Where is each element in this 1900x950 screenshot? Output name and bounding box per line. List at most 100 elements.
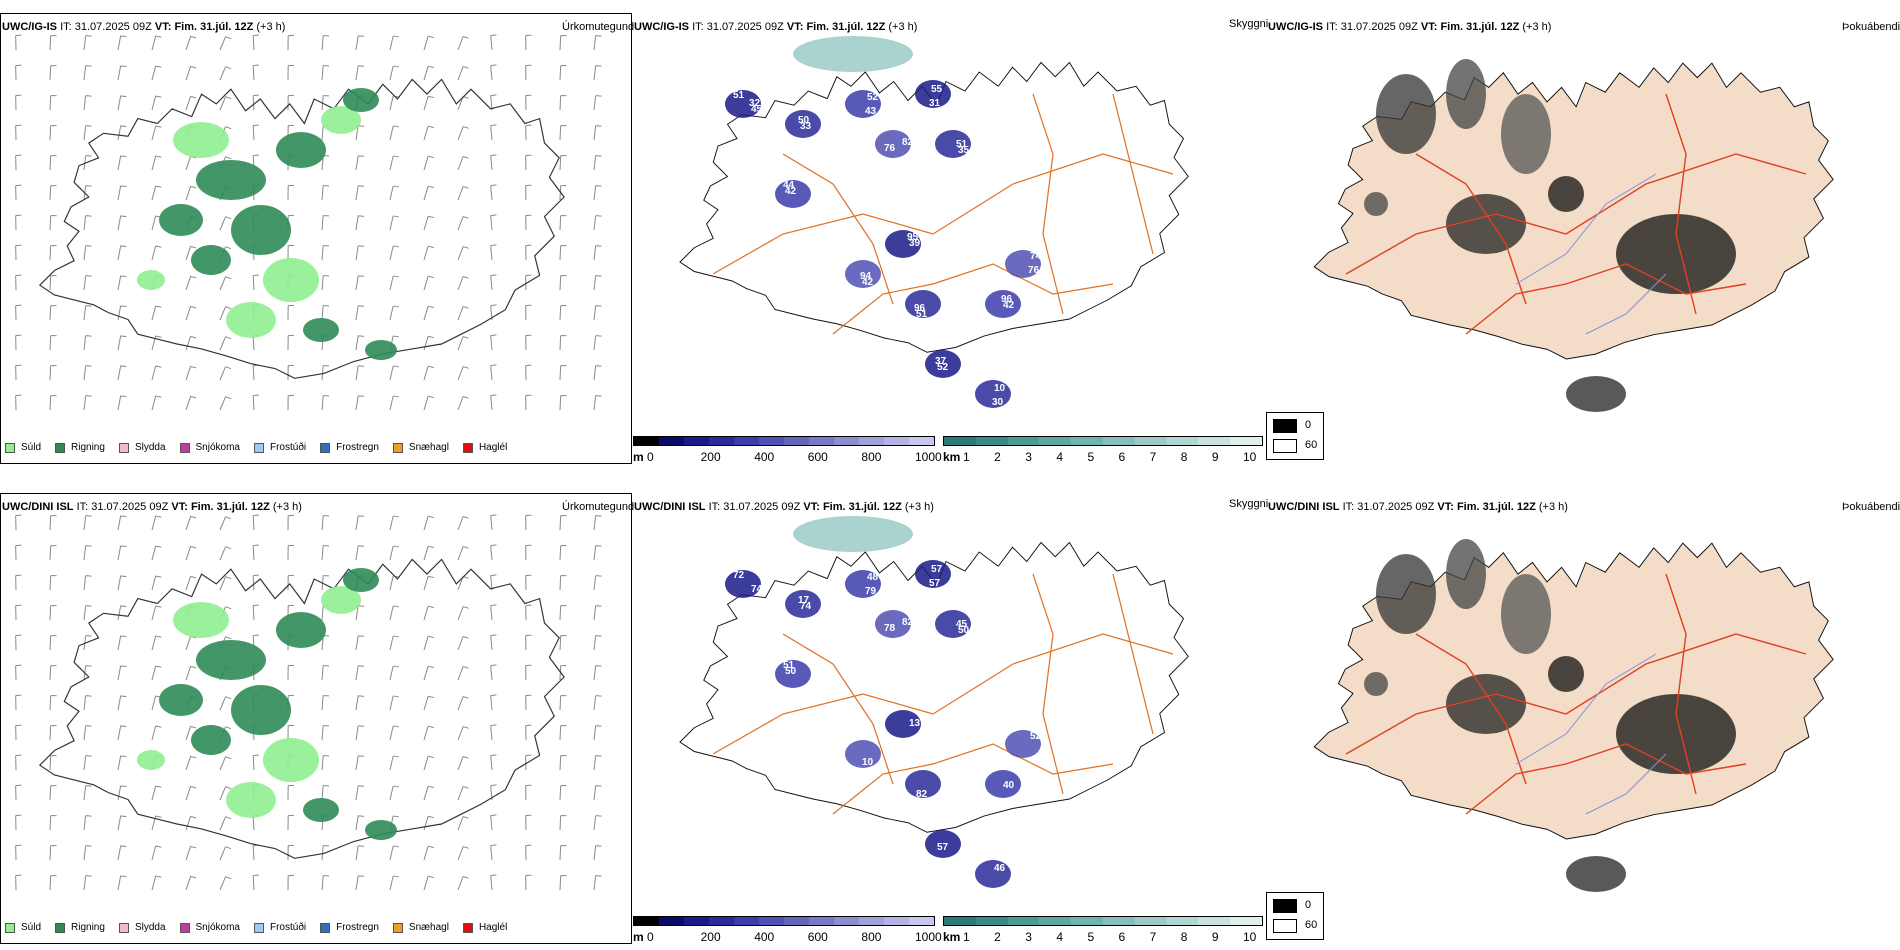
legend-label: Súld <box>21 922 42 933</box>
colorbar-tick: 7 <box>1149 930 1157 944</box>
legend-swatch <box>253 442 264 453</box>
ceiling-label: 76 <box>884 143 896 154</box>
cloud-title-row1: Skyggni <box>1229 18 1269 30</box>
ceiling-label: 96 <box>914 303 926 314</box>
ceiling-label: 50 <box>958 625 970 636</box>
precip-map-row1 <box>15 34 602 411</box>
fog-label-bottom: 60 <box>1305 919 1318 931</box>
colorbar-strip <box>633 916 935 926</box>
ceiling-label: 44 <box>783 180 795 191</box>
precip-title-row2: Úrkomutegund <box>562 501 635 513</box>
colorbar-tick: 1 <box>963 930 970 944</box>
legend-item: Frostregn <box>320 922 379 933</box>
legend-item: Haglél <box>462 922 508 933</box>
ceiling-label: 82 <box>902 617 914 628</box>
ceiling-colorbar-row2: m 0 200 400 600 800 1000 <box>633 916 942 948</box>
precip-title-row1: Úrkomutegund <box>562 21 635 33</box>
colorbar-unit: km <box>943 930 961 944</box>
precip-panel-row2: Súld Rigning Slydda Snjókoma Frostúði Frostre… <box>0 493 632 944</box>
legend-item: Slydda <box>118 922 166 933</box>
ceiling-label: 45 <box>956 619 968 630</box>
legend-swatch <box>320 442 331 453</box>
legend-item: Haglél <box>462 442 507 453</box>
colorbar-unit: km <box>943 450 961 464</box>
colorbar-unit: m <box>633 450 644 464</box>
legend-swatch <box>253 922 264 933</box>
legend-swatch <box>118 442 129 453</box>
colorbar-tick: 1 <box>963 450 970 464</box>
colorbar-tick: 2 <box>994 930 1001 944</box>
map-layer: 7274487857505010138240525746741779825745… <box>679 516 1189 888</box>
precip-legend-row2: Súld Rigning Slydda Snjókoma Frostúði Frostre… <box>5 922 521 933</box>
visibility-colorbar-row2: km 1 2 3 4 5 6 7 8 9 10 <box>943 916 1263 948</box>
legend-item: Frostúði <box>253 442 307 453</box>
ceiling-label: 46 <box>994 863 1006 874</box>
ceiling-label: 74 <box>751 584 763 595</box>
cloud-panel-row2: 72 74 48 78 57 50 50 10 13 82 40 52 57 46 74 17 79 82 57 45… <box>633 514 1263 914</box>
fog-swatch-dark <box>1273 899 1297 913</box>
legend-item: Rigning <box>55 442 105 453</box>
ceiling-label: 35 <box>958 145 970 156</box>
legend-label: Slydda <box>134 442 166 453</box>
cloud-header-row1: UWC/IG-IS IT: 31.07.2025 09Z VT: Fim. 31… <box>634 21 918 33</box>
ceiling-label: 57 <box>929 578 941 589</box>
legend-label: Rigning <box>71 442 105 453</box>
ceiling-label: 82 <box>902 137 914 148</box>
legend-item: Snjókoma <box>179 442 240 453</box>
ceiling-label: 94 <box>860 271 872 282</box>
fog-map-row2 <box>1313 539 1834 892</box>
colorbar-tick: 3 <box>1025 450 1032 464</box>
ceiling-label: 72 <box>733 570 745 581</box>
colorbar-tick: 6 <box>1118 930 1126 944</box>
precip-panel-row1: Súld Rigning Slydda Snjókoma Frostúði Frostre… <box>0 13 632 464</box>
ceiling-label: 39 <box>909 238 921 249</box>
ceiling-label: 79 <box>865 586 877 597</box>
legend-label: Snæhagl <box>408 442 449 453</box>
colorbar-tick: 0 <box>647 930 654 944</box>
legend-swatch <box>179 442 190 453</box>
ceiling-label: 51 <box>916 309 928 320</box>
legend-swatch <box>320 922 331 933</box>
legend-swatch <box>5 922 15 933</box>
ceiling-colorbar-row1: m 0 200 400 600 800 1000 <box>633 436 942 468</box>
fog-panel-row1 <box>1266 34 1900 434</box>
legend-label: Haglél <box>478 922 508 933</box>
legend-swatch <box>5 442 15 453</box>
model-name: UWC/IG-IS <box>2 21 57 33</box>
ceiling-label: 40 <box>1003 780 1015 791</box>
ceiling-label: 51 <box>783 660 795 671</box>
legend-swatch <box>118 922 129 933</box>
ceiling-label: 13 <box>909 718 921 729</box>
ceiling-label: 42 <box>1003 300 1015 311</box>
colorbar-tick: 200 <box>700 450 721 464</box>
colorbar-tick: 10 <box>1243 450 1257 464</box>
cloud-header-row2: UWC/DINI ISL IT: 31.07.2025 09Z VT: Fim.… <box>634 501 934 513</box>
legend-item: Snæhagl <box>392 442 449 453</box>
precip-header-row2: UWC/DINI ISL IT: 31.07.2025 09Z VT: Fim.… <box>2 501 302 513</box>
legend-swatch <box>55 442 66 453</box>
legend-label: Slydda <box>134 922 166 933</box>
map-layer <box>1313 539 1834 892</box>
ceiling-label: 31 <box>929 98 941 109</box>
ceiling-label: 48 <box>867 572 879 583</box>
legend-item: Frostúði <box>253 922 307 933</box>
fog-swatch-light <box>1273 439 1297 453</box>
colorbar-tick: 1000 <box>915 450 942 464</box>
colorbar-tick: 800 <box>861 450 882 464</box>
colorbar-tick: 3 <box>1025 930 1032 944</box>
legend-label: Frostúði <box>269 442 307 453</box>
ceiling-label: 10 <box>994 383 1006 394</box>
map-layer: 51 33 52 76 55 35 42 42 39 51 42 74 52 10 45 50 43 82 31 51… <box>679 36 1189 408</box>
ceiling-label: 82 <box>916 789 928 800</box>
ceiling-label: 51 <box>733 90 745 101</box>
colorbar-tick: 400 <box>754 930 775 944</box>
map-layer <box>15 514 602 891</box>
fog-label-top: 0 <box>1305 899 1312 911</box>
legend-swatch <box>179 922 190 933</box>
legend-label: Frostúði <box>269 922 307 933</box>
fog-panel-row2 <box>1266 514 1900 914</box>
colorbar-tick: 4 <box>1056 450 1064 464</box>
ceiling-label: 17 <box>798 595 810 606</box>
ceiling-label: 50 <box>785 666 797 677</box>
ceiling-label: 33 <box>800 121 812 132</box>
